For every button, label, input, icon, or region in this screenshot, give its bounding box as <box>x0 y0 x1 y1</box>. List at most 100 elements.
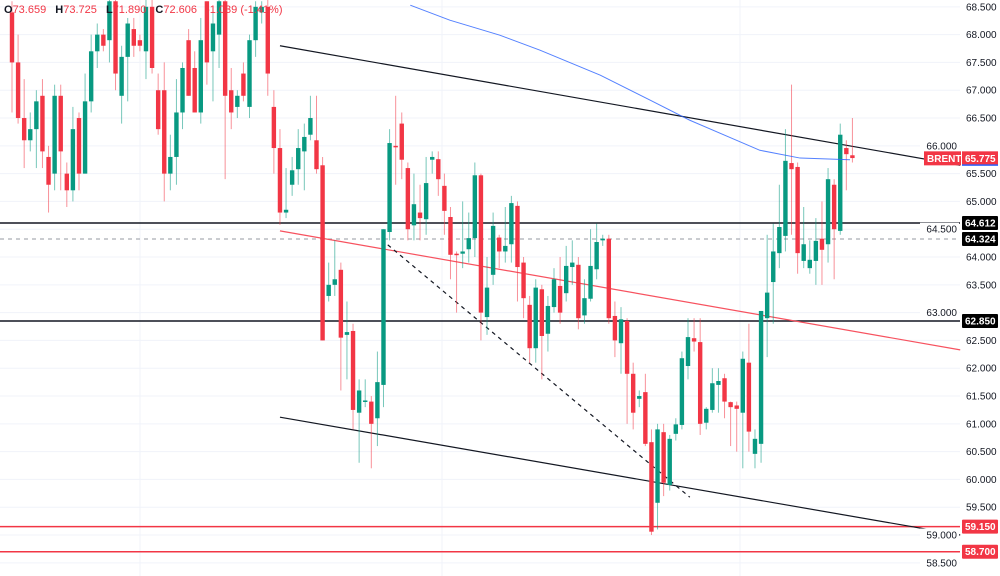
candle-down <box>557 285 563 313</box>
close-value: 72.606 <box>163 4 198 16</box>
candle-up <box>88 51 94 102</box>
candle-down <box>697 342 703 424</box>
level-tag-label: 58.700 <box>965 547 996 558</box>
candle-up <box>308 118 313 135</box>
price-tick-label: 60.500 <box>966 447 997 458</box>
candle-down <box>40 95 45 152</box>
candle-up <box>174 112 179 157</box>
candle-down <box>15 62 21 119</box>
candle-down <box>271 106 277 149</box>
candle-down <box>405 168 411 230</box>
candle-up <box>673 424 679 434</box>
price-tick-label: 63.500 <box>966 280 997 291</box>
price-tags: 64.612 64.324 62.850 59.150 58.700 BRENT 65.77… <box>924 151 998 559</box>
level-tag <box>962 519 998 534</box>
candle-down <box>539 289 545 336</box>
candle-up <box>503 245 508 252</box>
price-tick-label: 61.000 <box>966 419 997 430</box>
candle-up <box>783 160 788 236</box>
candle-up <box>28 129 33 141</box>
candle-up <box>752 438 758 454</box>
candle-down <box>630 373 636 413</box>
price-axis[interactable]: 58.500 59.000 59.500 60.000 60.500 61.000 61.5… <box>920 2 997 570</box>
candle-up <box>563 265 569 294</box>
candle-down <box>448 216 453 255</box>
candle-up <box>600 238 605 241</box>
price-tick-backing <box>920 556 959 570</box>
candle-up <box>533 287 538 349</box>
candle-up <box>825 179 831 245</box>
candle-up <box>82 101 88 174</box>
candle-up <box>143 6 149 52</box>
price-tick-label: 67.500 <box>966 58 997 69</box>
price-tick-label: 66.500 <box>966 114 997 125</box>
candle-down <box>162 90 167 174</box>
price-tick-backing <box>920 139 959 153</box>
dashed-decline-line <box>387 244 691 498</box>
price-tick-label: 59.500 <box>966 503 997 514</box>
candle-down <box>746 362 752 432</box>
candle-down <box>497 237 502 252</box>
price-tick-label: 67.000 <box>966 86 997 97</box>
candle-up <box>430 156 435 160</box>
candle-up <box>704 408 709 423</box>
candle-down <box>338 269 344 338</box>
candle-down <box>320 165 325 341</box>
candle-down <box>612 315 618 341</box>
candle-up <box>618 319 624 344</box>
low-value: 71.890 <box>112 4 147 16</box>
candle-up <box>107 1 112 41</box>
moving-average-line <box>410 4 851 161</box>
candle-up <box>332 279 337 285</box>
price-tick-label: 64.000 <box>966 253 997 264</box>
candle-down <box>722 378 727 402</box>
price-tick-label: 64.500 <box>926 225 957 236</box>
candle-up <box>582 298 587 316</box>
candle-up <box>423 183 429 220</box>
candle-down <box>515 205 520 268</box>
candle-up <box>594 242 599 270</box>
candle-down <box>229 90 234 113</box>
candle-up <box>52 95 57 174</box>
candle-down <box>204 1 210 63</box>
candle-down <box>222 1 228 96</box>
lower-channel-line <box>279 416 961 536</box>
candle-up <box>356 390 362 413</box>
candle-down <box>442 185 447 211</box>
candle-up <box>679 358 685 425</box>
candle-down <box>9 12 15 63</box>
price-tick-label: 68.000 <box>966 30 997 41</box>
candle-down <box>454 253 459 256</box>
candle-up <box>344 332 350 335</box>
price-tick-label: 65.500 <box>966 169 997 180</box>
candle-down <box>155 90 161 130</box>
price-tick-label: 65.000 <box>966 197 997 208</box>
candle-down <box>149 6 155 68</box>
candle-up <box>667 438 672 485</box>
candle-down <box>643 392 648 444</box>
level-tag <box>962 216 998 230</box>
candle-down <box>691 338 697 342</box>
candle-up <box>125 23 130 57</box>
candle-up <box>716 381 721 385</box>
candle-up <box>838 134 843 231</box>
candle-up <box>283 209 289 213</box>
candle-down <box>265 6 270 74</box>
candle-up <box>411 204 417 226</box>
close-label: C <box>155 4 164 16</box>
candle-up <box>381 229 386 385</box>
ohlc-legend: O73.659 H73.725 L71.890 C72.606 -1.039 (… <box>4 4 286 16</box>
candle-down <box>728 402 733 408</box>
candle-up <box>764 292 770 319</box>
candle-up <box>259 6 264 13</box>
candle-down <box>137 40 143 46</box>
candle-down <box>734 405 739 409</box>
candle-up <box>95 34 100 52</box>
candle-up <box>119 56 124 96</box>
candle-up <box>771 251 776 283</box>
candle-down <box>393 145 398 148</box>
candle-up <box>247 40 252 107</box>
candle-down <box>649 442 654 532</box>
candle-up <box>740 358 745 413</box>
